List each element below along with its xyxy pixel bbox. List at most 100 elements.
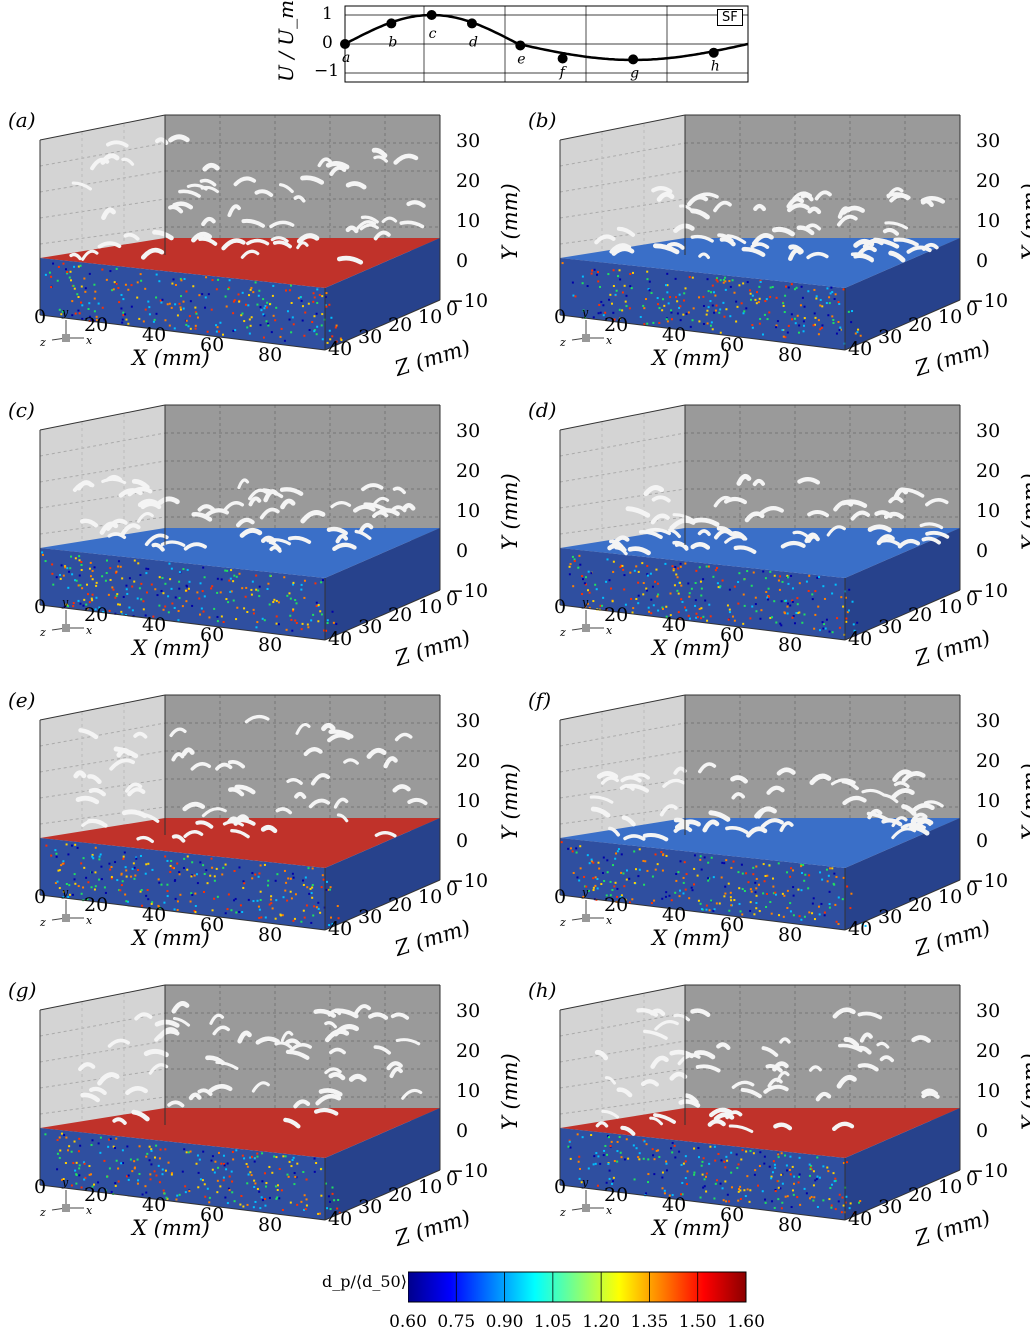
- x-tick: 80: [778, 634, 803, 656]
- y-tick: 20: [456, 750, 481, 772]
- y-tick: 0: [976, 250, 989, 272]
- sediment-bed-side: [325, 818, 440, 930]
- y-tick: 10: [456, 210, 481, 232]
- x-tick: 0: [554, 306, 567, 328]
- x-axis-title: X (mm): [652, 1216, 730, 1240]
- y-tick: 20: [976, 170, 1001, 192]
- y-tick: −10: [968, 1160, 1009, 1182]
- x-tick: 80: [258, 924, 283, 946]
- axis-triad-icon: [51, 900, 84, 922]
- panel-a: (a) 30 20 10 0 −10 Y (mm) 0 20 40 60 80 X (mm) 40 30 20…: [8, 108, 540, 400]
- panel-g: (g) 30 20 10 0 −10 Y (mm) 0 20 40 60 80 X (mm) 40 30 20…: [8, 978, 540, 1270]
- colorbar-tick: 1.20: [582, 1312, 621, 1332]
- triad-x-label: x: [606, 1204, 613, 1217]
- y-tick: −10: [448, 290, 489, 312]
- z-tick: 0: [446, 298, 459, 320]
- triad-y-label: y: [582, 886, 589, 899]
- inset-tick-0: 0: [322, 33, 333, 53]
- z-tick: 40: [328, 1208, 353, 1230]
- phase-point-label: f: [559, 65, 568, 81]
- colorbar-tick: 1.50: [678, 1312, 717, 1332]
- inset-ylabel: U / U_max: [274, 0, 298, 82]
- z-tick: 0: [966, 1168, 979, 1190]
- sediment-bed-front: [40, 1128, 325, 1220]
- y-tick: 10: [456, 1080, 481, 1102]
- y-tick: 10: [976, 1080, 1001, 1102]
- y-tick: 20: [976, 460, 1001, 482]
- panel-e-render: [39, 694, 441, 931]
- triad-z-label: z: [40, 1206, 46, 1219]
- z-tick: 40: [328, 628, 353, 650]
- triad-y-label: y: [582, 596, 589, 609]
- x-tick: 0: [34, 886, 47, 908]
- y-tick: 30: [456, 1000, 481, 1022]
- z-tick: 0: [966, 588, 979, 610]
- x-axis-title: X (mm): [652, 636, 730, 660]
- y-tick: 20: [976, 1040, 1001, 1062]
- z-tick: 0: [446, 588, 459, 610]
- sediment-bed-top: [560, 818, 960, 868]
- x-tick: 20: [604, 894, 629, 916]
- z-tick: 30: [358, 1196, 383, 1218]
- sediment-bed-front: [560, 548, 845, 640]
- x-tick: 80: [258, 344, 283, 366]
- sediment-bed-side: [845, 528, 960, 640]
- panel-f-label: (f): [528, 688, 552, 712]
- y-tick: 20: [456, 1040, 481, 1062]
- z-tick: 40: [848, 338, 873, 360]
- phase-point-e: [515, 40, 526, 51]
- panel-g-label: (g): [8, 978, 37, 1002]
- x-axis-title: X (mm): [652, 346, 730, 370]
- sediment-bed-top: [40, 818, 440, 868]
- phase-inset: a b c d e f g h U / U_max 1 0 −1 SF: [270, 0, 760, 90]
- colorbar: d_p/⟨d_50⟩ 0.60 0.75 0.90 1.05 1.20 1.35 1.50 1…: [300, 1270, 770, 1340]
- phase-point-label: c: [429, 26, 437, 42]
- panel-e-label: (e): [8, 688, 36, 712]
- back-wall: [165, 405, 440, 545]
- phase-point-a: [340, 39, 350, 49]
- y-tick: 10: [976, 500, 1001, 522]
- z-tick: 10: [418, 306, 443, 328]
- triad-z-label: z: [40, 626, 46, 639]
- z-tick: 0: [966, 878, 979, 900]
- x-axis-title: X (mm): [132, 926, 210, 950]
- back-wall: [685, 405, 960, 545]
- colorbar-tick: 1.35: [630, 1312, 669, 1332]
- phase-point-label: a: [342, 50, 350, 66]
- x-tick: 20: [604, 314, 629, 336]
- panel-c: (c) 30 20 10 0 −10 Y (mm) 0 20 40 60 80 X (mm) 40 30 20…: [8, 398, 540, 690]
- back-wall: [685, 695, 960, 835]
- z-tick: 40: [328, 918, 353, 940]
- x-axis-title: X (mm): [132, 346, 210, 370]
- inset-tick-1: 1: [322, 4, 333, 24]
- y-tick: 0: [976, 540, 989, 562]
- triad-y-label: y: [582, 306, 589, 319]
- x-tick: 20: [84, 894, 109, 916]
- phase-point-label: d: [469, 34, 478, 50]
- triad-z-label: z: [40, 916, 46, 929]
- y-tick: 0: [456, 250, 469, 272]
- x-tick: 40: [662, 324, 687, 346]
- colorbar-tick: 0.60: [389, 1312, 427, 1332]
- z-tick: 20: [908, 1184, 933, 1206]
- x-tick: 0: [554, 596, 567, 618]
- y-tick: 0: [456, 540, 469, 562]
- y-axis-title: Y (mm): [1018, 1053, 1030, 1130]
- z-tick: 10: [418, 596, 443, 618]
- y-axis-title: Y (mm): [498, 763, 522, 840]
- x-tick: 40: [662, 614, 687, 636]
- sediment-bed-side: [325, 238, 440, 350]
- y-tick: 30: [456, 130, 481, 152]
- x-tick: 60: [200, 914, 225, 936]
- triad-x-label: x: [86, 624, 93, 637]
- y-tick: 20: [976, 750, 1001, 772]
- triad-z-label: z: [560, 1206, 566, 1219]
- panel-g-render: [39, 984, 441, 1221]
- panel-a-label: (a): [8, 108, 36, 132]
- z-tick: 10: [418, 1176, 443, 1198]
- x-tick: 20: [604, 1184, 629, 1206]
- triad-y-label: y: [62, 306, 69, 319]
- axis-triad-icon: [571, 610, 604, 632]
